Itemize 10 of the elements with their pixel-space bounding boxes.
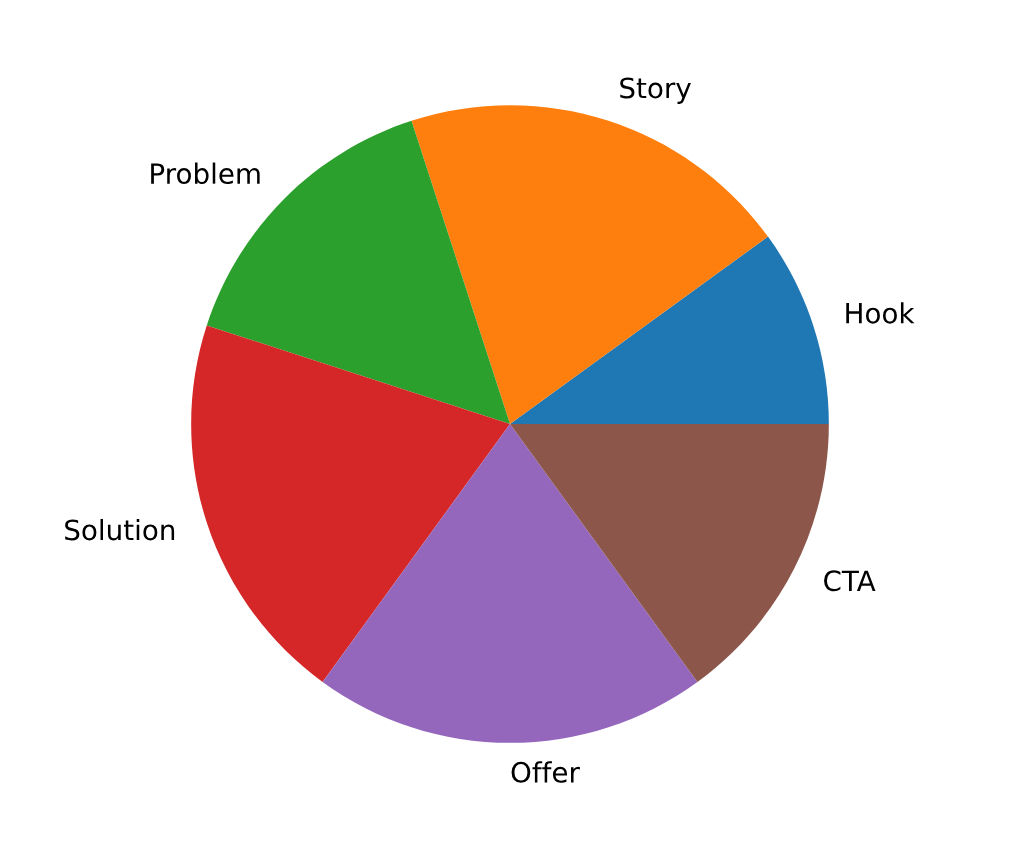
slice-label: Problem [151,162,260,185]
slice-label: Solution [65,518,175,541]
slice-label: Hook [846,302,915,324]
pie-slice [510,236,829,424]
pie-slice [411,105,768,424]
pie-slice [322,424,698,743]
slice-label: Story [620,77,691,104]
slice-label: CTA [824,570,876,592]
pie-slice [191,325,510,682]
slice-label: Offer [511,761,580,783]
